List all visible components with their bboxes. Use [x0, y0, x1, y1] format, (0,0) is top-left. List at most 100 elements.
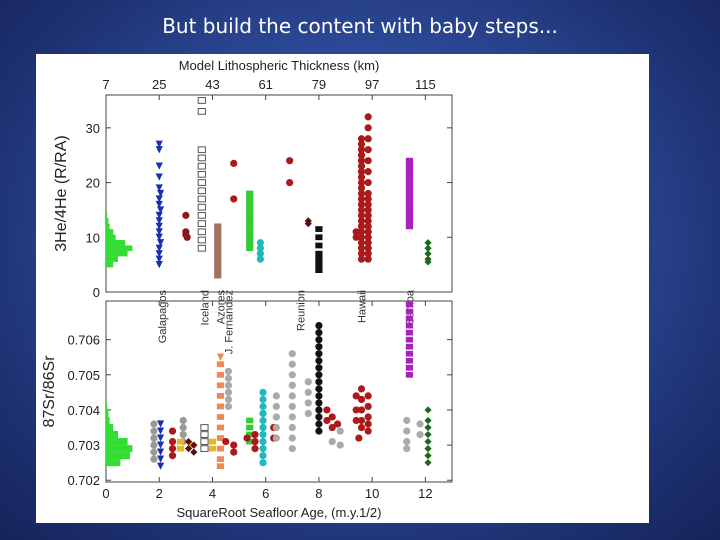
- data-point: [424, 459, 432, 467]
- data-point: [315, 226, 323, 232]
- data-point: [424, 437, 432, 446]
- data-point: [259, 423, 267, 432]
- data-point: [357, 178, 366, 187]
- data-point: [315, 357, 323, 365]
- data-point: [216, 414, 225, 420]
- data-point: [156, 239, 165, 247]
- data-point: [364, 413, 372, 421]
- data-point: [156, 189, 165, 198]
- data-point: [216, 445, 225, 452]
- data-point: [364, 189, 372, 198]
- data-point: [256, 239, 264, 247]
- data-point: [405, 174, 414, 180]
- data-point: [357, 157, 366, 165]
- data-point: [150, 434, 158, 442]
- data-point: [364, 392, 372, 400]
- data-point: [424, 445, 432, 453]
- data-point: [216, 424, 225, 431]
- data-point: [214, 223, 222, 230]
- data-point: [304, 399, 312, 407]
- data-point: [224, 402, 233, 411]
- data-point: [246, 431, 254, 438]
- data-point: [357, 406, 366, 414]
- data-point: [155, 162, 163, 170]
- y-tick-label: 0.703: [67, 438, 100, 453]
- data-point: [216, 371, 225, 378]
- data-point: [214, 245, 222, 252]
- data-point: [288, 350, 296, 358]
- location-label: Hawaii: [357, 290, 369, 323]
- data-point: [224, 388, 233, 396]
- data-point: [416, 420, 424, 428]
- data-point: [364, 420, 372, 428]
- data-point: [357, 140, 366, 148]
- data-point: [259, 437, 267, 446]
- data-point: [246, 245, 254, 252]
- histogram-bar: [106, 438, 128, 446]
- data-point: [155, 195, 163, 203]
- histogram-bar: [106, 452, 130, 460]
- data-point: [155, 244, 163, 252]
- data-point: [272, 392, 280, 400]
- data-point: [216, 435, 225, 441]
- data-point: [315, 378, 323, 386]
- data-point: [197, 203, 206, 211]
- histogram-bar: [106, 409, 109, 417]
- data-point: [315, 406, 323, 414]
- top-axis-title: Model Lithospheric Thickness (km): [179, 58, 380, 73]
- data-point: [259, 459, 267, 467]
- data-point: [364, 239, 372, 247]
- data-point: [288, 445, 296, 453]
- data-point: [156, 448, 165, 456]
- data-point: [246, 217, 254, 224]
- location-label: Azores: [215, 290, 227, 325]
- data-point: [246, 190, 254, 197]
- plot-frame: [105, 94, 453, 293]
- data-point: [155, 255, 163, 263]
- data-point: [424, 250, 432, 258]
- data-point: [315, 322, 323, 330]
- data-point: [405, 201, 414, 208]
- data-point: [357, 244, 366, 252]
- data-point: [224, 374, 233, 382]
- data-point: [156, 462, 165, 470]
- data-point: [315, 329, 323, 337]
- data-point: [214, 261, 222, 268]
- location-label: Iceland: [199, 290, 211, 325]
- top-tick-label: 61: [258, 77, 272, 92]
- data-point: [197, 170, 206, 178]
- top-tick-label: 97: [365, 77, 379, 92]
- data-point: [156, 455, 165, 463]
- data-point: [364, 168, 372, 176]
- data-point: [216, 353, 225, 361]
- y-tick-label: 0.702: [67, 473, 100, 488]
- data-point: [364, 255, 372, 263]
- x-axis-title: SquareRoot Seafloor Age, (m.y.1/2): [177, 505, 382, 520]
- data-point: [168, 445, 177, 453]
- data-point: [357, 189, 366, 198]
- data-point: [323, 406, 331, 414]
- data-point: [256, 244, 264, 252]
- data-point: [246, 228, 254, 235]
- data-point: [336, 427, 344, 435]
- data-point: [333, 420, 342, 428]
- data-point: [357, 151, 366, 159]
- histogram-bar: [106, 402, 108, 410]
- data-point: [315, 392, 323, 400]
- data-point: [304, 409, 312, 418]
- data-point: [214, 250, 222, 257]
- data-point: [216, 463, 225, 470]
- data-point: [315, 350, 323, 358]
- data-point: [176, 438, 185, 445]
- data-point: [315, 234, 323, 241]
- data-point: [251, 430, 259, 439]
- location-label: J. Fernandez: [223, 290, 235, 354]
- data-point: [357, 233, 366, 241]
- data-point: [246, 239, 254, 246]
- data-point: [179, 430, 187, 439]
- plot-frame: [105, 300, 453, 483]
- location-label: Reunion: [295, 290, 307, 331]
- data-point: [357, 211, 366, 219]
- data-point: [304, 378, 312, 386]
- data-point: [405, 163, 414, 170]
